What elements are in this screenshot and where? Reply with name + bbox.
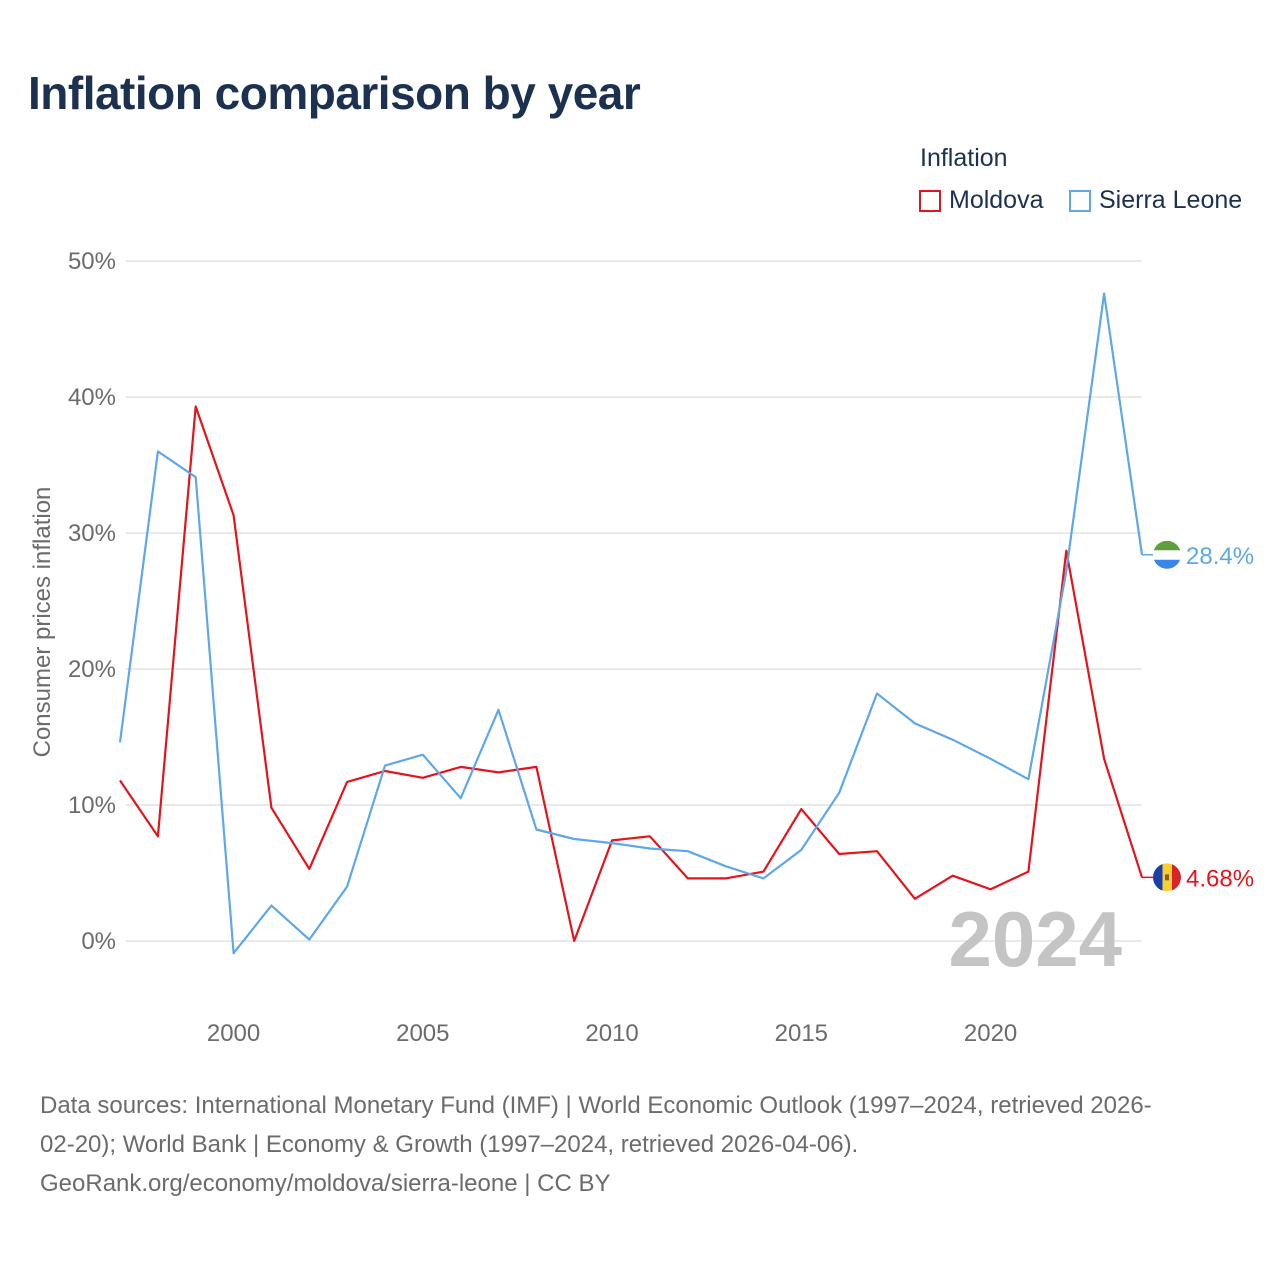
legend-title: Inflation <box>920 144 1008 172</box>
line-chart: 0% 10% 20% 30% 40% 50% 2000 2005 2010 2015 2020 C… <box>29 248 1254 1047</box>
y-tick-label: 40% <box>68 384 116 411</box>
legend-item-moldova[interactable]: Moldova <box>919 186 1044 215</box>
y-tick-label: 30% <box>68 520 116 547</box>
x-axis-ticks: 2000 2005 2010 2015 2020 <box>207 1020 1017 1047</box>
series-line-moldova[interactable] <box>119 405 1144 943</box>
footer: Data sources: International Monetary Fun… <box>40 1086 1250 1203</box>
y-axis-label: Consumer prices inflation <box>29 487 56 758</box>
x-tick-label: 2010 <box>585 1020 638 1047</box>
x-tick-label: 2005 <box>396 1020 449 1047</box>
footer-credit: GeoRank.org/economy/moldova/sierra-leone… <box>40 1170 611 1197</box>
legend-label-sierra-leone: Sierra Leone <box>1099 186 1243 214</box>
chart-title: Inflation comparison by year <box>28 67 641 119</box>
footer-source-line-2: 02-20); World Bank | Economy & Growth (1… <box>40 1131 859 1158</box>
x-tick-label: 2015 <box>775 1020 828 1047</box>
x-tick-label: 2020 <box>964 1020 1017 1047</box>
gridlines <box>126 260 1142 942</box>
legend-swatch-sierra-leone <box>1069 189 1091 212</box>
year-watermark: 2024 <box>948 895 1122 983</box>
footer-source-line-1: Data sources: International Monetary Fun… <box>40 1092 1152 1119</box>
x-tick-label: 2000 <box>207 1020 260 1047</box>
y-tick-label: 20% <box>68 656 116 683</box>
end-value-label: 4.68% <box>1186 865 1254 892</box>
series-lines <box>118 292 1144 955</box>
y-tick-label: 0% <box>81 928 116 955</box>
sierra-leone-flag <box>1153 540 1181 569</box>
moldova-flag <box>1153 863 1181 892</box>
y-tick-label: 50% <box>68 248 116 275</box>
end-value-label: 28.4% <box>1186 543 1254 570</box>
end-labels: 4.68% 28.4% <box>1142 540 1254 892</box>
legend-swatch-moldova <box>919 189 941 212</box>
series-line-sierra-leone[interactable] <box>118 292 1144 955</box>
y-axis-ticks: 0% 10% 20% 30% 40% 50% <box>68 248 116 955</box>
y-tick-label: 10% <box>68 792 116 819</box>
legend-label-moldova: Moldova <box>949 186 1044 214</box>
legend-item-sierra-leone[interactable]: Sierra Leone <box>1069 186 1242 215</box>
